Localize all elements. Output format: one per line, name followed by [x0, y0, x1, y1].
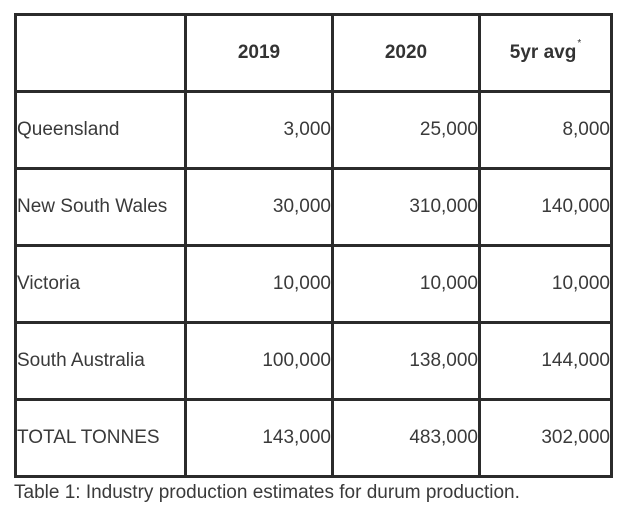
header-2020: 2020 [331, 13, 481, 93]
cell-2019: 100,000 [184, 321, 334, 401]
cell-2020: 310,000 [331, 167, 481, 247]
header-row: 2019 2020 5yr avg* [14, 13, 613, 93]
table-row: Queensland 3,000 25,000 8,000 [14, 90, 613, 170]
table-row: South Australia 100,000 138,000 144,000 [14, 321, 613, 401]
row-label: Queensland [14, 90, 187, 170]
header-5yr-avg: 5yr avg* [478, 13, 613, 93]
cell-2020: 138,000 [331, 321, 481, 401]
cell-2020: 10,000 [331, 244, 481, 324]
cell-2020: 25,000 [331, 90, 481, 170]
table-row: Victoria 10,000 10,000 10,000 [14, 244, 613, 324]
cell-2019: 30,000 [184, 167, 334, 247]
row-label: South Australia [14, 321, 187, 401]
cell-2019: 3,000 [184, 90, 334, 170]
cell-5yr-avg: 302,000 [478, 398, 613, 478]
cell-5yr-avg: 140,000 [478, 167, 613, 247]
production-table: 2019 2020 5yr avg* Queensland 3,000 25,0… [14, 13, 613, 478]
cell-5yr-avg: 8,000 [478, 90, 613, 170]
table-row: New South Wales 30,000 310,000 140,000 [14, 167, 613, 247]
table-caption: Table 1: Industry production estimates f… [14, 482, 520, 503]
row-label: New South Wales [14, 167, 187, 247]
header-corner-cell [14, 13, 187, 93]
row-label: TOTAL TONNES [14, 398, 187, 478]
production-table-container: 2019 2020 5yr avg* Queensland 3,000 25,0… [14, 13, 613, 478]
cell-5yr-avg: 10,000 [478, 244, 613, 324]
cell-2019: 10,000 [184, 244, 334, 324]
header-5yr-avg-label: 5yr avg [509, 42, 577, 63]
row-label: Victoria [14, 244, 187, 324]
cell-2020: 483,000 [331, 398, 481, 478]
header-2019: 2019 [184, 13, 334, 93]
cell-2019: 143,000 [184, 398, 334, 478]
cell-5yr-avg: 144,000 [478, 321, 613, 401]
footnote-marker: * [577, 38, 582, 49]
table-row-total: TOTAL TONNES 143,000 483,000 302,000 [14, 398, 613, 478]
